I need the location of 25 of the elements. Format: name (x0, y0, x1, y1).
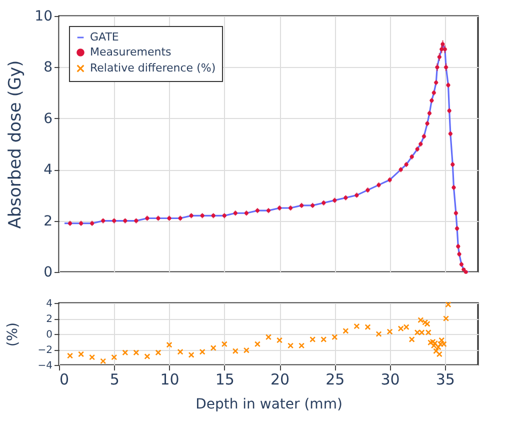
x-tick-label: 5 (110, 370, 120, 388)
legend-label: Relative difference (%) (90, 62, 216, 74)
x-tick-label: 15 (215, 370, 234, 388)
x-tick-label: 30 (380, 370, 400, 388)
legend-label: GATE (90, 30, 119, 44)
y-tick-label: 0 (46, 330, 52, 340)
legend-label: Measurements (90, 46, 172, 58)
x-axis-title: Depth in water (mm) (196, 396, 342, 412)
x-tick-label: 20 (270, 370, 290, 388)
y-tick-label: 4 (46, 298, 52, 310)
y-tick-label: 10 (34, 8, 52, 24)
y-tick-label: 8 (44, 60, 52, 76)
y-tick-label: −4 (38, 360, 52, 372)
y-axis-title: Absorbed dose (Gy) (6, 60, 26, 229)
y-tick-label: 2 (44, 213, 52, 230)
x-tick-label: 25 (326, 370, 345, 388)
y-tick-label: 0 (44, 264, 52, 280)
x-tick-label: 35 (436, 370, 455, 388)
x-tick-label: 0 (60, 370, 70, 388)
y-tick-label: 4 (44, 162, 53, 178)
y-tick-label: 6 (44, 110, 53, 127)
y-tick-label: 2 (46, 314, 52, 325)
y-tick-label: −2 (38, 345, 52, 356)
x-tick-label: 10 (160, 370, 180, 388)
y-axis-title: (%) (4, 322, 21, 347)
